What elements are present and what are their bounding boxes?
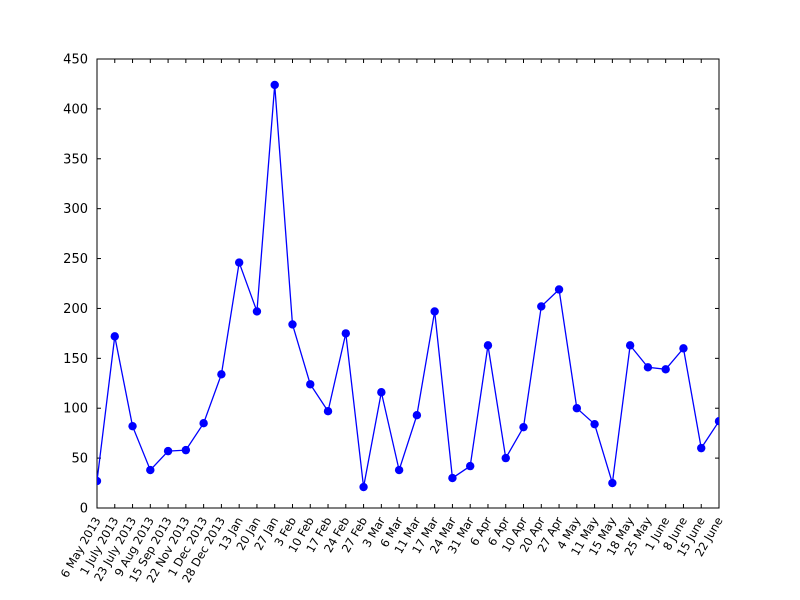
data-point [537, 302, 546, 311]
data-point [679, 344, 688, 353]
data-point [412, 411, 422, 420]
data-point [199, 418, 208, 428]
data-point [714, 416, 719, 426]
data-point [270, 80, 279, 90]
y-tick-label: 250 [63, 252, 88, 267]
data-point [97, 476, 102, 486]
data-point [590, 419, 599, 429]
data-point [323, 407, 333, 416]
data-point [483, 341, 493, 350]
data-point [252, 307, 262, 316]
y-tick-label: 50 [71, 452, 88, 467]
data-point [306, 380, 315, 389]
data-point [217, 370, 226, 379]
data-point [110, 332, 119, 341]
data-point [554, 285, 564, 294]
data-line [97, 84, 719, 488]
y-tick-label: 0 [80, 502, 88, 517]
data-point [394, 465, 404, 475]
data-point [608, 478, 617, 488]
data-point [448, 473, 457, 483]
data-point [128, 421, 137, 431]
data-point [661, 365, 670, 374]
y-tick-label: 450 [63, 53, 88, 68]
data-point [430, 307, 439, 316]
data-point [288, 320, 297, 329]
data-point [146, 465, 155, 475]
axes-frame [96, 58, 720, 509]
data-point [572, 404, 582, 413]
data-point [377, 388, 386, 397]
data-point [341, 329, 350, 338]
y-tick-label: 200 [63, 302, 88, 317]
data-point [359, 482, 368, 492]
y-tick-label: 300 [63, 202, 88, 217]
data-point [466, 461, 475, 471]
data-point [625, 341, 635, 350]
data-point [163, 446, 173, 456]
data-point [501, 453, 510, 463]
data-point [697, 443, 706, 453]
y-tick-label: 400 [63, 102, 88, 117]
y-tick-label: 100 [63, 402, 88, 417]
data-point [234, 258, 244, 267]
y-tick-label: 350 [63, 152, 88, 167]
data-point [181, 445, 191, 455]
data-point [643, 363, 653, 372]
data-point [519, 422, 528, 432]
y-tick-label: 150 [63, 352, 88, 367]
